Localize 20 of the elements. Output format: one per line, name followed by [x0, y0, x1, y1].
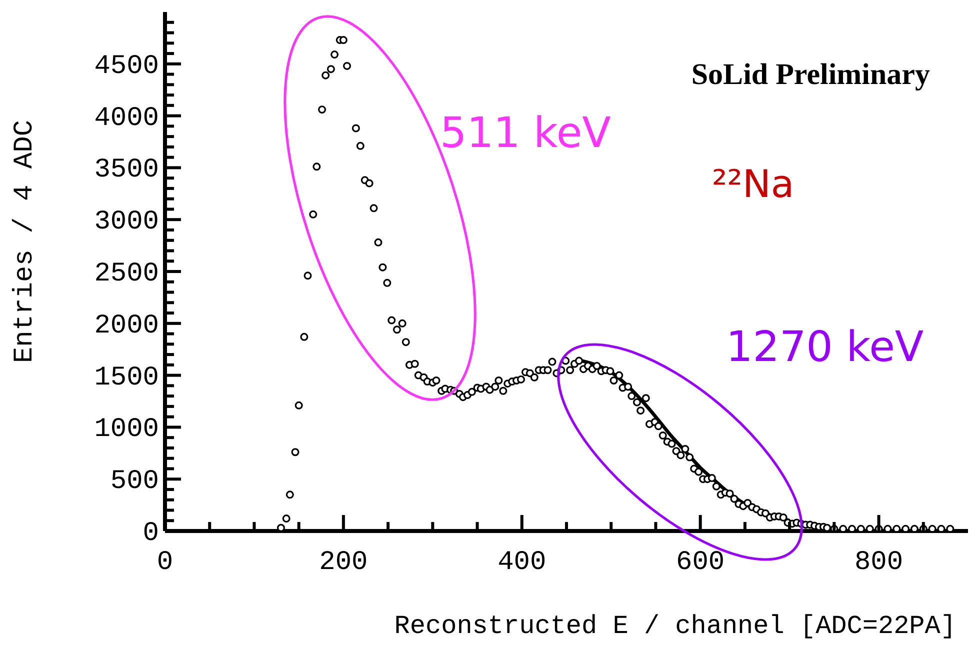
- y-tick-label: 2500: [94, 260, 159, 290]
- text: SoLid Preliminary: [691, 58, 930, 92]
- x-tick-label: 400: [498, 548, 546, 578]
- y-tick-label: 1500: [94, 363, 159, 394]
- y-tick-label: 3500: [94, 156, 159, 186]
- y-tick-label: 2000: [94, 311, 159, 342]
- x-tick-label: 800: [854, 548, 904, 578]
- y-axis-title: Entries / 4 ADC: [10, 120, 41, 364]
- x-tick-label: 600: [676, 548, 725, 578]
- y-tick-label: 1000: [94, 415, 159, 446]
- y-tick-label: 3000: [94, 208, 159, 238]
- x-axis-title: Reconstructed E / channel [ADC=22PA]: [394, 611, 956, 641]
- x-tick-label: 200: [319, 548, 368, 578]
- y-tick-label: 4500: [94, 52, 159, 82]
- y-tick-label: 500: [110, 467, 159, 498]
- y-tick-label: 4000: [94, 104, 159, 134]
- y-tick-label: 0: [142, 519, 159, 549]
- annotation: ²²Na: [712, 162, 794, 206]
- annotation: 1270 keV: [726, 322, 924, 371]
- annotation: 511 keV: [440, 108, 611, 157]
